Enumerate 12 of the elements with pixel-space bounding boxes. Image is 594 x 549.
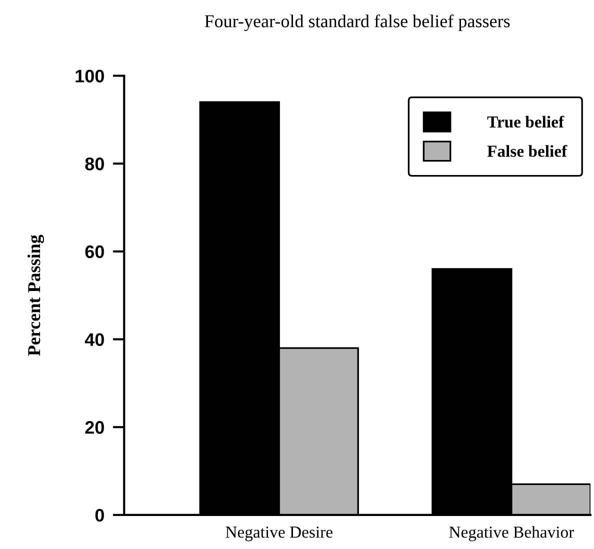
y-tick-label: 80 — [85, 158, 104, 170]
x-tick-label: Negative Desire — [226, 526, 332, 542]
chart-title: Four-year-old standard false belief passers — [204, 14, 510, 32]
legend-label: True belief — [487, 116, 564, 128]
y-tick-label: 60 — [85, 245, 104, 258]
x-tick-label: Negative Behavior — [449, 526, 574, 542]
y-axis-title: Percent Passing — [28, 234, 44, 356]
legend-label: False belief — [487, 144, 568, 157]
y-tick-label: 40 — [84, 333, 104, 346]
y-tick-label: 0 — [95, 508, 104, 522]
y-tick-label: 20 — [85, 421, 104, 434]
y-tick-label: 100 — [76, 70, 104, 82]
